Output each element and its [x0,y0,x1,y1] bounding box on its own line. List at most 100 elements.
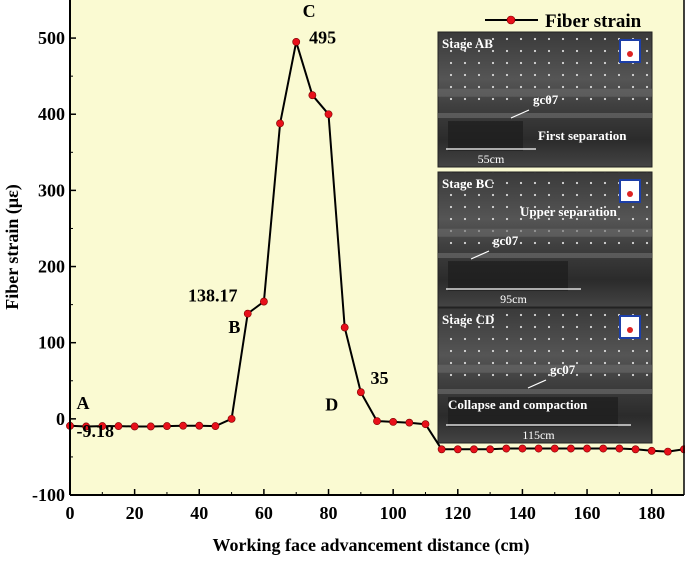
data-point [227,414,236,423]
inset-stage-label: Stage AB [442,36,493,51]
x-tick-label: 20 [126,503,144,523]
inset-note: Upper separation [520,204,618,219]
data-point [130,422,139,431]
inset-broken-zone [448,121,523,151]
data-point [421,420,430,429]
data-point [276,119,284,128]
legend-label: Fiber strain [545,11,642,32]
data-point [518,444,527,453]
inset-photos: Stage AB gc07 First separation 55cm Stage BC… [437,31,653,444]
inset-arrow [470,250,490,260]
x-axis-label: Working face advancement distance (cm) [213,535,530,556]
inset-scale-label: 115cm [522,428,555,442]
x-ticks: 0 20 40 60 80 100 120 140 160 180 [66,489,665,523]
data-annotation: 35 [371,368,389,388]
inset-monitor-dot [627,51,633,57]
data-point [179,421,188,430]
data-point [599,444,608,453]
data-point [373,417,381,426]
annotation-layer: A -9.18 B 138.17 C 495 D 35 [76,1,388,441]
inset-monitor-dot [627,327,633,333]
inset-stratum [438,88,652,97]
data-point [437,445,446,454]
y-ticks: -100 0 100 200 300 400 500 [32,28,76,505]
y-tick-label: 500 [38,28,65,48]
x-tick-label: 0 [66,503,75,523]
y-tick-label: -100 [32,485,65,505]
data-point [340,323,349,332]
data-annotation: 495 [309,27,336,47]
data-point [663,447,672,456]
data-annotation: 138.17 [188,286,238,306]
y-tick-label: 300 [38,180,65,200]
data-point [647,446,656,455]
series-layer [66,37,685,456]
inset-stratum [438,113,652,118]
inset-point-label: gc07 [493,233,519,248]
inset-monitor-dot [627,191,633,197]
legend-marker [506,15,516,25]
data-annotation: C [303,1,316,21]
data-point [98,422,107,430]
data-point [292,37,301,46]
x-tick-label: 100 [380,503,407,523]
data-point [486,445,495,454]
inset-panel: Stage CD gc07 Collapse and compaction 115cm [437,307,653,444]
inset-arrow [510,109,530,119]
x-tick-label: 80 [320,503,338,523]
inset-panel: Stage AB gc07 First separation 55cm [437,31,653,168]
data-point [146,422,155,431]
inset-stratum [438,253,652,258]
inset-point-label: gc07 [550,362,576,377]
data-point [114,422,123,430]
data-annotation: B [228,317,240,337]
y-tick-label: 400 [38,104,65,124]
data-point [356,388,365,397]
x-tick-label: 60 [255,503,273,523]
data-point [534,444,543,453]
data-point [82,422,91,431]
inset-broken-zone [448,261,568,291]
inset-stage-label: Stage CD [442,312,494,327]
data-point [470,445,478,454]
data-point [195,421,204,430]
inset-stage-label: Stage BC [442,176,494,191]
x-tick-label: 160 [574,503,601,523]
inset-stratum [438,228,652,237]
inset-scale-label: 55cm [478,152,505,166]
inset-arrow [527,379,547,389]
y-axis-label: Fiber strain (με) [2,184,23,310]
y-tick-label: 200 [38,257,65,277]
inset-note: Collapse and compaction [448,397,588,412]
data-point [453,445,462,454]
data-point [615,444,624,453]
data-point [405,418,414,427]
data-point [211,422,220,430]
x-tick-label: 120 [444,503,471,523]
data-point [631,445,640,454]
data-point [550,444,559,453]
data-point [324,110,333,119]
data-point [566,444,575,453]
data-annotation: -9.18 [76,421,114,441]
inset-scale-label: 95cm [500,292,527,306]
legend: Fiber strain [485,11,642,32]
inset-broken-zone [448,397,618,427]
inset-stratum [438,364,652,373]
y-tick-label: 100 [38,333,65,353]
inset-note: First separation [538,128,627,143]
data-annotation: D [325,394,338,414]
data-point [259,297,268,306]
data-point [583,444,591,453]
data-point [502,444,511,453]
data-point [389,417,398,426]
data-point [308,91,317,100]
data-point [163,422,171,430]
y-tick-label: 0 [56,409,65,429]
inset-stratum [438,389,652,394]
x-tick-label: 140 [509,503,536,523]
